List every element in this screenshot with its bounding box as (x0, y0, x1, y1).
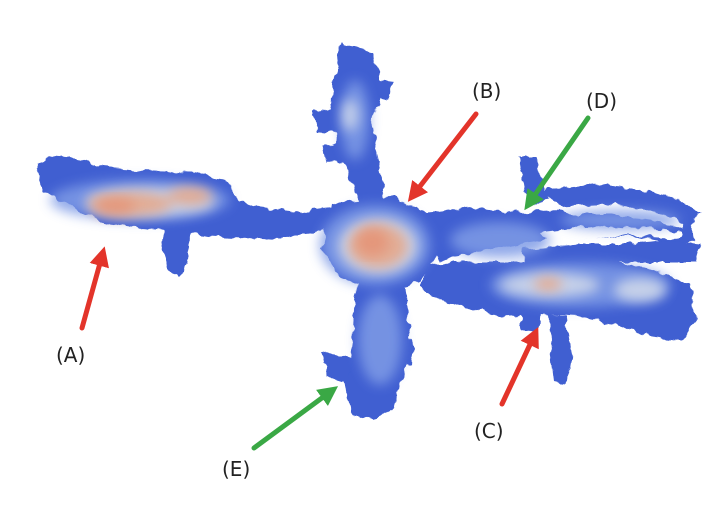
annotation-arrows (79, 111, 591, 451)
label-c: (C) (474, 419, 504, 443)
strand-gaps (540, 204, 684, 240)
arrow-e (251, 386, 339, 451)
label-b: (B) (472, 79, 501, 103)
upper-right-stub (370, 76, 394, 100)
lower-left-stub (322, 352, 352, 382)
lower-right-stub-c2 (520, 310, 540, 332)
heat-hottest (95, 198, 388, 256)
annotation-labels: (A) (B) (C) (D) (E) (56, 79, 617, 481)
upper-left-stub (312, 108, 338, 134)
label-e: (E) (222, 457, 250, 481)
lower-right-stub-c (548, 314, 572, 384)
arrow-b (407, 111, 479, 202)
arrow-a (79, 246, 109, 331)
left-stub (162, 226, 190, 276)
arrow-d (524, 115, 591, 211)
label-d: (D) (586, 89, 617, 113)
arrow-c (499, 326, 539, 407)
label-a: (A) (56, 343, 85, 367)
upper-mid-stub (322, 142, 350, 164)
